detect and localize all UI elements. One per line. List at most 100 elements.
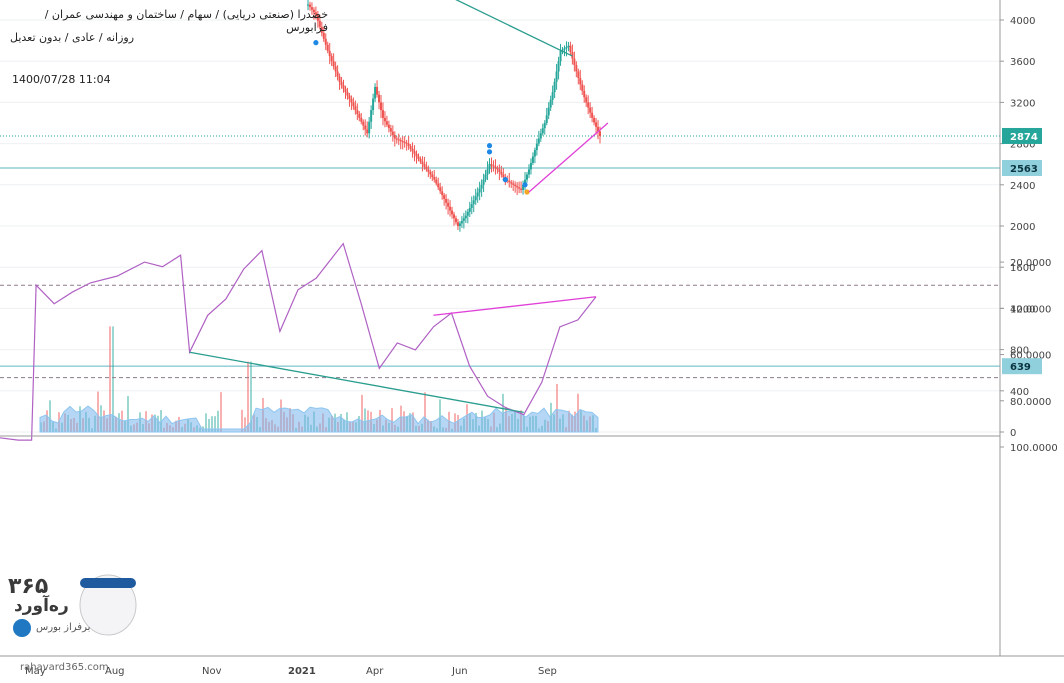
candle-body [346, 92, 349, 96]
candle-body [539, 133, 542, 139]
level-price-tag [1002, 160, 1042, 177]
candle-body [421, 161, 424, 165]
candle-body [569, 45, 572, 53]
volume-bar [112, 326, 114, 432]
candle-body [362, 121, 365, 126]
time-tick-label: Jun [451, 666, 468, 677]
candle-body [322, 32, 325, 39]
candle-body [383, 117, 386, 122]
candle-body [514, 184, 517, 187]
candle-body [340, 81, 343, 86]
signal-marker [524, 189, 530, 195]
candle-body [456, 222, 459, 226]
rsi-pane[interactable] [0, 242, 1000, 441]
signal-marker [502, 177, 508, 183]
candle-body [545, 115, 548, 123]
candle-body [409, 146, 412, 149]
candle-body [567, 45, 570, 48]
candle-body [431, 174, 434, 178]
candle-body [447, 202, 450, 207]
candle-body [326, 44, 329, 51]
candle-body [458, 223, 461, 226]
candle-body [328, 50, 331, 57]
candle-body [579, 77, 582, 85]
price-pane[interactable] [0, 0, 1000, 433]
volume-bar [97, 391, 99, 432]
candle-body [502, 174, 505, 178]
candle-body [526, 174, 528, 180]
price-tick-label: 1200 [1010, 304, 1035, 315]
time-tick-label: Nov [202, 666, 222, 677]
candle-body [423, 164, 426, 167]
candle-body [334, 66, 337, 72]
candle-body [510, 182, 513, 184]
chart-settings: روزانه / عادی / بدون تعدیل [10, 31, 135, 44]
candle-body [366, 129, 369, 134]
candle-body [480, 184, 483, 189]
watermark-bulb-icon [79, 574, 137, 636]
candle-body [474, 196, 477, 201]
candle-body [547, 107, 550, 116]
candle-body [376, 86, 379, 95]
candle-body [492, 165, 495, 167]
level-price-label: 2563 [1010, 164, 1038, 175]
candle-body [543, 123, 546, 129]
time-tick-label: Aug [105, 666, 125, 677]
rsi-tick-label: 100.0000 [1010, 443, 1058, 454]
volume-bar [424, 392, 426, 432]
price-tick-label: 2400 [1010, 181, 1035, 192]
candle-body [393, 135, 396, 139]
price-tick-label: 2800 [1010, 140, 1035, 151]
time-tick-label: 2021 [288, 666, 316, 677]
candle-body [310, 7, 313, 10]
candle-body [441, 191, 444, 196]
candle-body [314, 12, 317, 15]
candle-body [462, 218, 465, 221]
symbol-title: خضدرا (صنعتی دریایی) / سهام / ساختمان و … [44, 8, 328, 34]
candle-body [391, 131, 394, 136]
price-trendline-support [528, 122, 609, 193]
candle-body [494, 166, 497, 169]
candle-body [587, 102, 590, 108]
candle-body [478, 188, 481, 193]
price-tick-label: 800 [1010, 346, 1029, 357]
candle-body [433, 177, 436, 180]
candle-body [454, 218, 457, 223]
candle-body [411, 148, 414, 152]
candle-body [401, 141, 404, 143]
volume-bar [211, 416, 213, 432]
candle-body [358, 113, 361, 118]
volume-bar [49, 400, 51, 432]
candle-body [348, 95, 351, 99]
candle-body [445, 198, 448, 203]
candle-body [593, 117, 596, 123]
candle-body [595, 122, 598, 127]
candle-body [573, 58, 576, 66]
candle-body [482, 179, 485, 185]
watermark-cloud-icon [13, 619, 31, 637]
candle-body [338, 76, 341, 82]
candle-body [488, 164, 491, 170]
candle-body [553, 81, 556, 93]
candle-body [429, 171, 432, 175]
rsi-tick-label: 40.0000 [1010, 304, 1051, 315]
price-tick-label: 400 [1010, 387, 1029, 398]
candle-body [364, 125, 367, 130]
candle-body [476, 192, 479, 197]
candle-body [352, 102, 355, 107]
candle-body [427, 169, 430, 172]
signal-marker [486, 143, 493, 149]
rsi-tick-label: 20.0000 [1010, 258, 1051, 269]
candle-body [470, 204, 473, 208]
candle-body [551, 92, 554, 100]
candle-body [439, 187, 442, 192]
candle-body [451, 210, 454, 215]
candle-body [381, 110, 384, 118]
level-price-label: 639 [1010, 362, 1031, 373]
volume-bar [364, 408, 366, 432]
candle-body [437, 183, 440, 188]
chart-datetime: 1400/07/28 11:04 [12, 73, 111, 86]
candle-body [385, 121, 388, 125]
volume-bar [391, 408, 393, 432]
